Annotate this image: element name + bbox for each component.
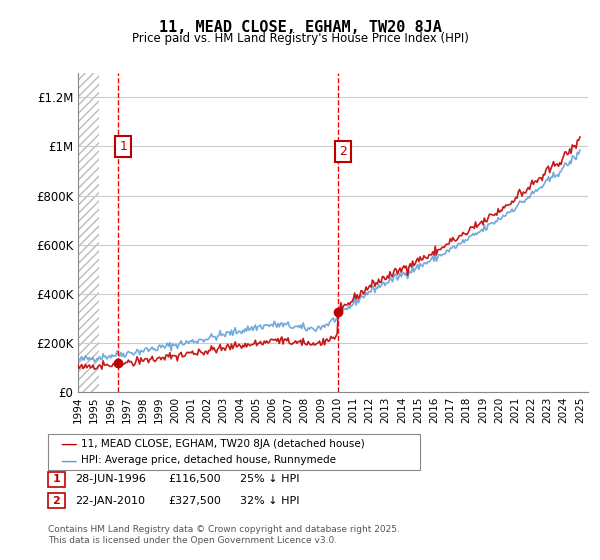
Text: 32% ↓ HPI: 32% ↓ HPI	[240, 496, 299, 506]
Text: £116,500: £116,500	[168, 474, 221, 484]
Text: £327,500: £327,500	[168, 496, 221, 506]
Text: 25% ↓ HPI: 25% ↓ HPI	[240, 474, 299, 484]
Text: 22-JAN-2010: 22-JAN-2010	[75, 496, 145, 506]
Text: Contains HM Land Registry data © Crown copyright and database right 2025.
This d: Contains HM Land Registry data © Crown c…	[48, 525, 400, 545]
Text: 2: 2	[53, 496, 60, 506]
Text: 1: 1	[53, 474, 60, 484]
Bar	[78, 73, 99, 392]
Text: 1: 1	[119, 140, 127, 153]
Text: Price paid vs. HM Land Registry's House Price Index (HPI): Price paid vs. HM Land Registry's House …	[131, 32, 469, 45]
Text: 2: 2	[339, 145, 347, 158]
Text: —: —	[60, 435, 77, 452]
Text: 11, MEAD CLOSE, EGHAM, TW20 8JA: 11, MEAD CLOSE, EGHAM, TW20 8JA	[158, 20, 442, 35]
Text: 11, MEAD CLOSE, EGHAM, TW20 8JA (detached house): 11, MEAD CLOSE, EGHAM, TW20 8JA (detache…	[81, 438, 365, 449]
Text: HPI: Average price, detached house, Runnymede: HPI: Average price, detached house, Runn…	[81, 455, 336, 465]
Text: —: —	[60, 451, 77, 469]
Text: 28-JUN-1996: 28-JUN-1996	[75, 474, 146, 484]
